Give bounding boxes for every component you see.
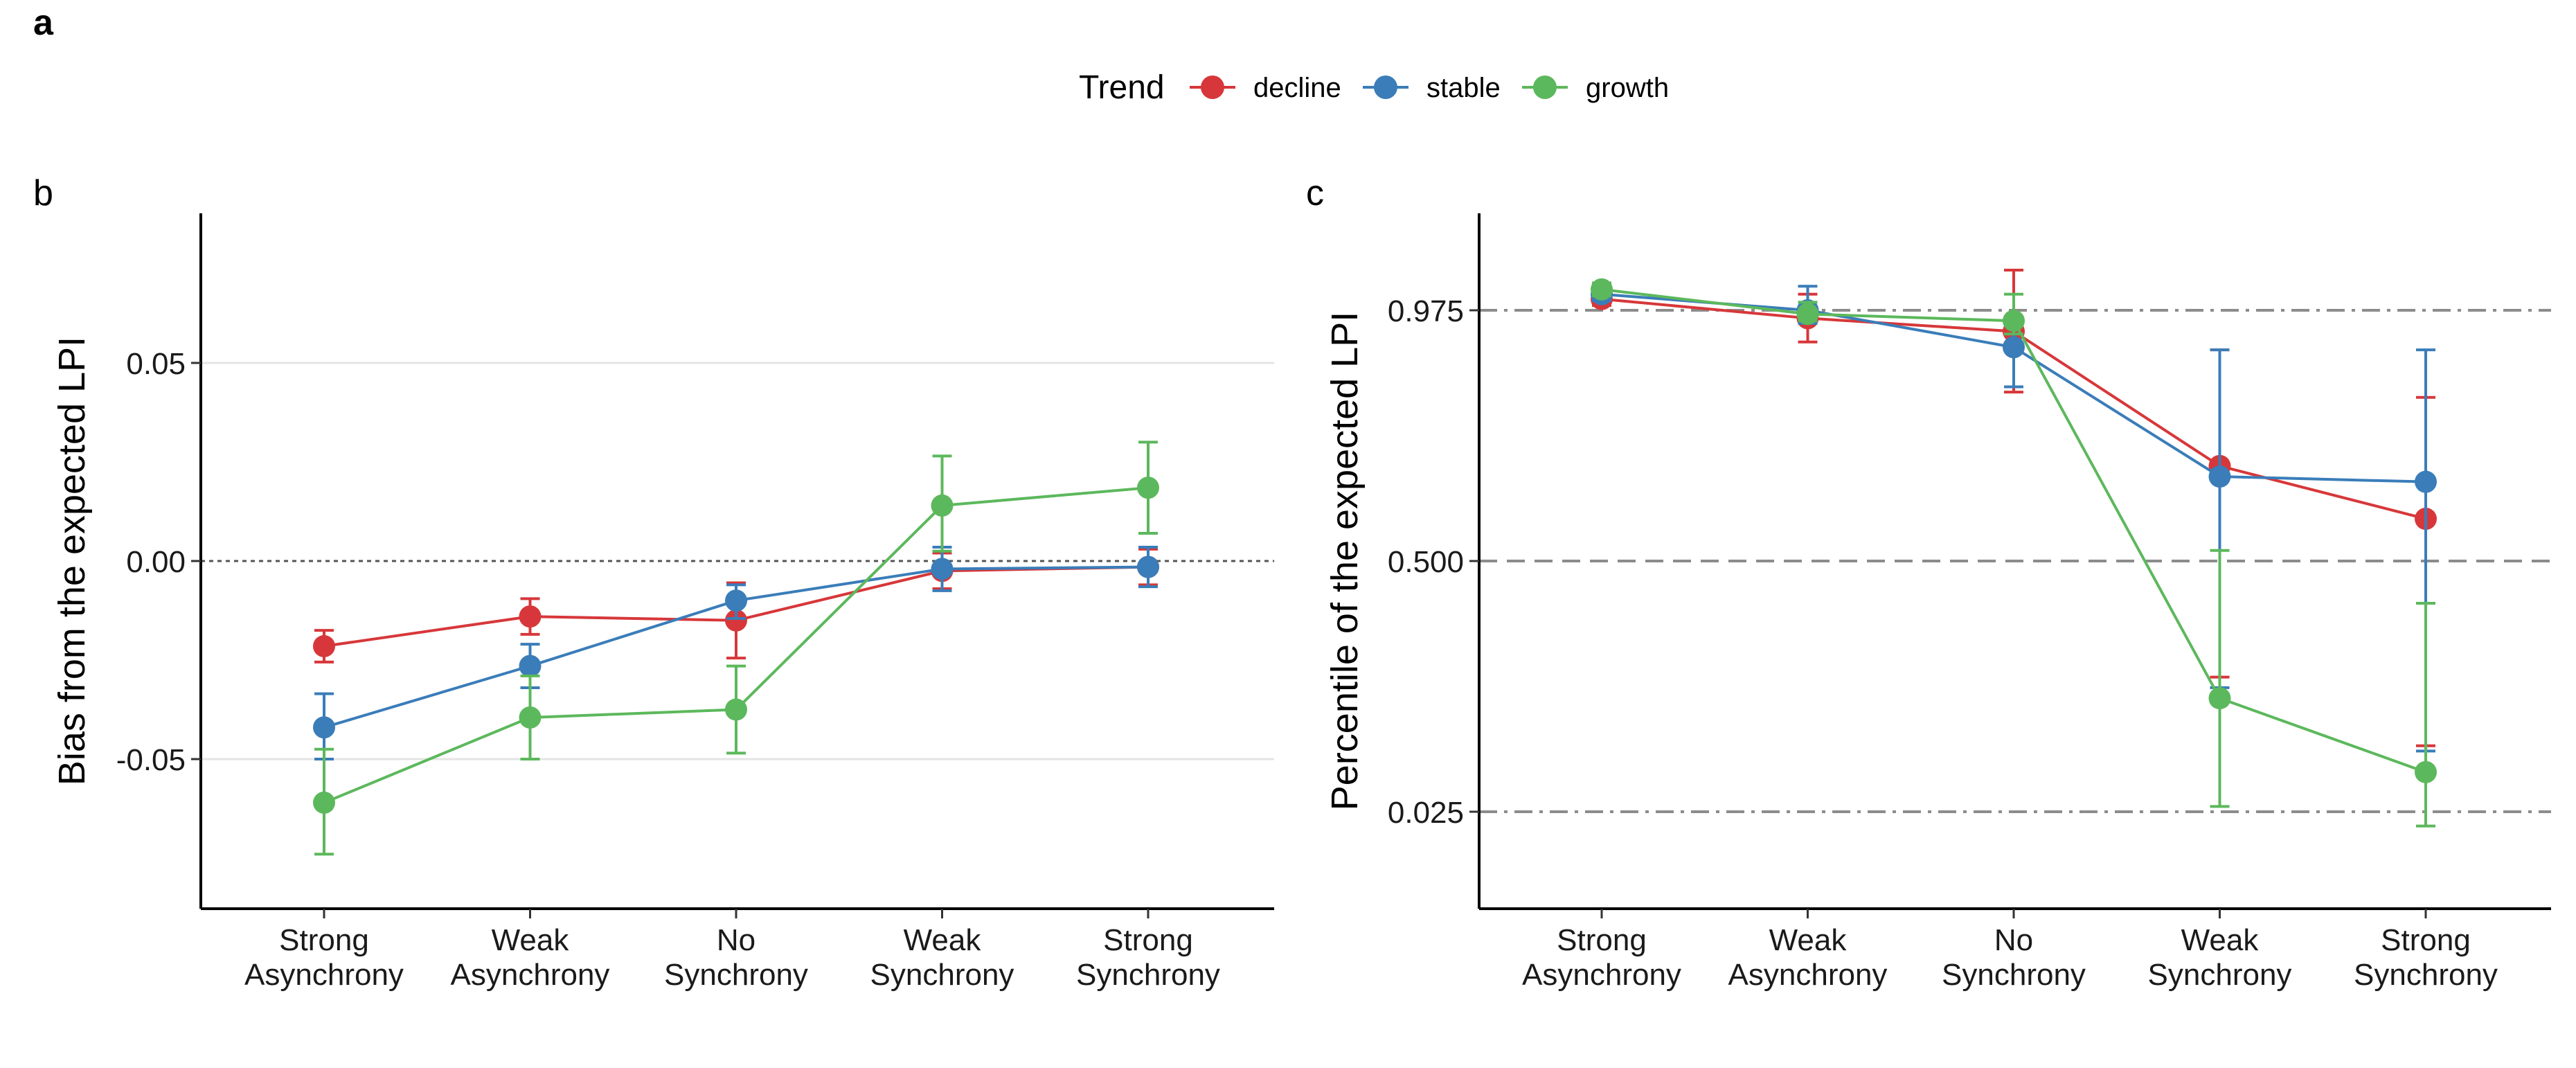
legend-key-stable: stable [1363,73,1501,103]
legend-label-growth: growth [1586,73,1669,103]
b-series [313,440,1159,856]
b-x-tick-label: No Synchrony [664,923,808,992]
panel-label-a: a [33,3,54,43]
c-x-ticks: Strong Asynchrony Weak Asynchrony No Synchron… [1522,909,2498,992]
legend-dot-stable [1374,75,1397,99]
c-point-growth [2208,687,2231,710]
legend-dot-decline [1201,75,1224,99]
legend-label-stable: stable [1426,73,1501,103]
b-y-tick-label: 0.05 [126,347,186,381]
c-point-growth [2003,310,2025,332]
c-x-tick-label: Weak Asynchrony [1728,923,1888,992]
c-point-stable [2208,465,2231,488]
b-y-tick-label: 0.00 [126,545,186,579]
legend-title: Trend [1079,69,1165,106]
c-x-tick-label: No Synchrony [1942,923,2086,992]
legend-key-growth: growth [1522,73,1669,103]
legend-dot-growth [1533,75,1557,99]
c-point-growth [1591,278,1613,301]
c-point-stable [2003,336,2025,359]
b-gridlines [201,362,1274,760]
c-series [1591,269,2437,828]
b-point-growth [725,698,747,721]
c-y-ticks: 0.975 0.500 0.025 [1388,294,1479,830]
b-x-tick-label: Strong Asynchrony [244,923,404,992]
b-point-growth [931,494,954,517]
c-point-growth [2415,760,2437,783]
panel-b: b 0.05 0.00 -0.05 Strong Asynchrony Weak Asyn… [33,173,1274,992]
b-point-stable [931,558,954,580]
c-y-tick-label: 0.500 [1388,545,1464,579]
b-point-growth [313,791,335,814]
panel-c: c 0.975 0.500 0.025 Strong Asynchrony Weak As… [1306,173,2551,992]
b-point-stable [313,716,335,739]
b-x-tick-label: Strong Synchrony [1076,923,1220,992]
b-point-decline [313,634,335,657]
b-y-ticks: 0.05 0.00 -0.05 [116,347,201,777]
b-x-tick-label: Weak Asynchrony [451,923,610,992]
b-point-stable [519,655,542,677]
b-y-tick-label: -0.05 [116,743,186,777]
c-point-stable [2415,470,2437,493]
b-point-decline [519,605,542,628]
c-y-axis-title: Percentile of the expected LPI [1324,312,1366,810]
c-x-tick-label: Strong Asynchrony [1522,923,1681,992]
legend-label-decline: decline [1253,73,1341,103]
b-point-stable [725,589,747,612]
panel-label-c: c [1306,173,1324,213]
c-point-growth [1796,303,1819,326]
b-point-decline [725,609,747,632]
b-point-stable [1137,555,1159,578]
panel-label-b: b [33,173,53,213]
c-x-tick-label: Weak Synchrony [2148,923,2292,992]
c-x-tick-label: Strong Synchrony [2354,923,2498,992]
b-x-tick-label: Weak Synchrony [870,923,1014,992]
c-y-tick-label: 0.025 [1388,796,1464,830]
b-x-ticks: Strong Asynchrony Weak Asynchrony No Synchron… [244,909,1220,992]
b-point-growth [1137,477,1159,499]
legend-key-decline: decline [1190,73,1341,103]
b-point-growth [519,706,542,729]
c-y-tick-label: 0.975 [1388,294,1464,328]
legend: Trend decline stable growth [1079,69,1669,106]
b-y-axis-title: Bias from the expected LPI [51,337,93,785]
